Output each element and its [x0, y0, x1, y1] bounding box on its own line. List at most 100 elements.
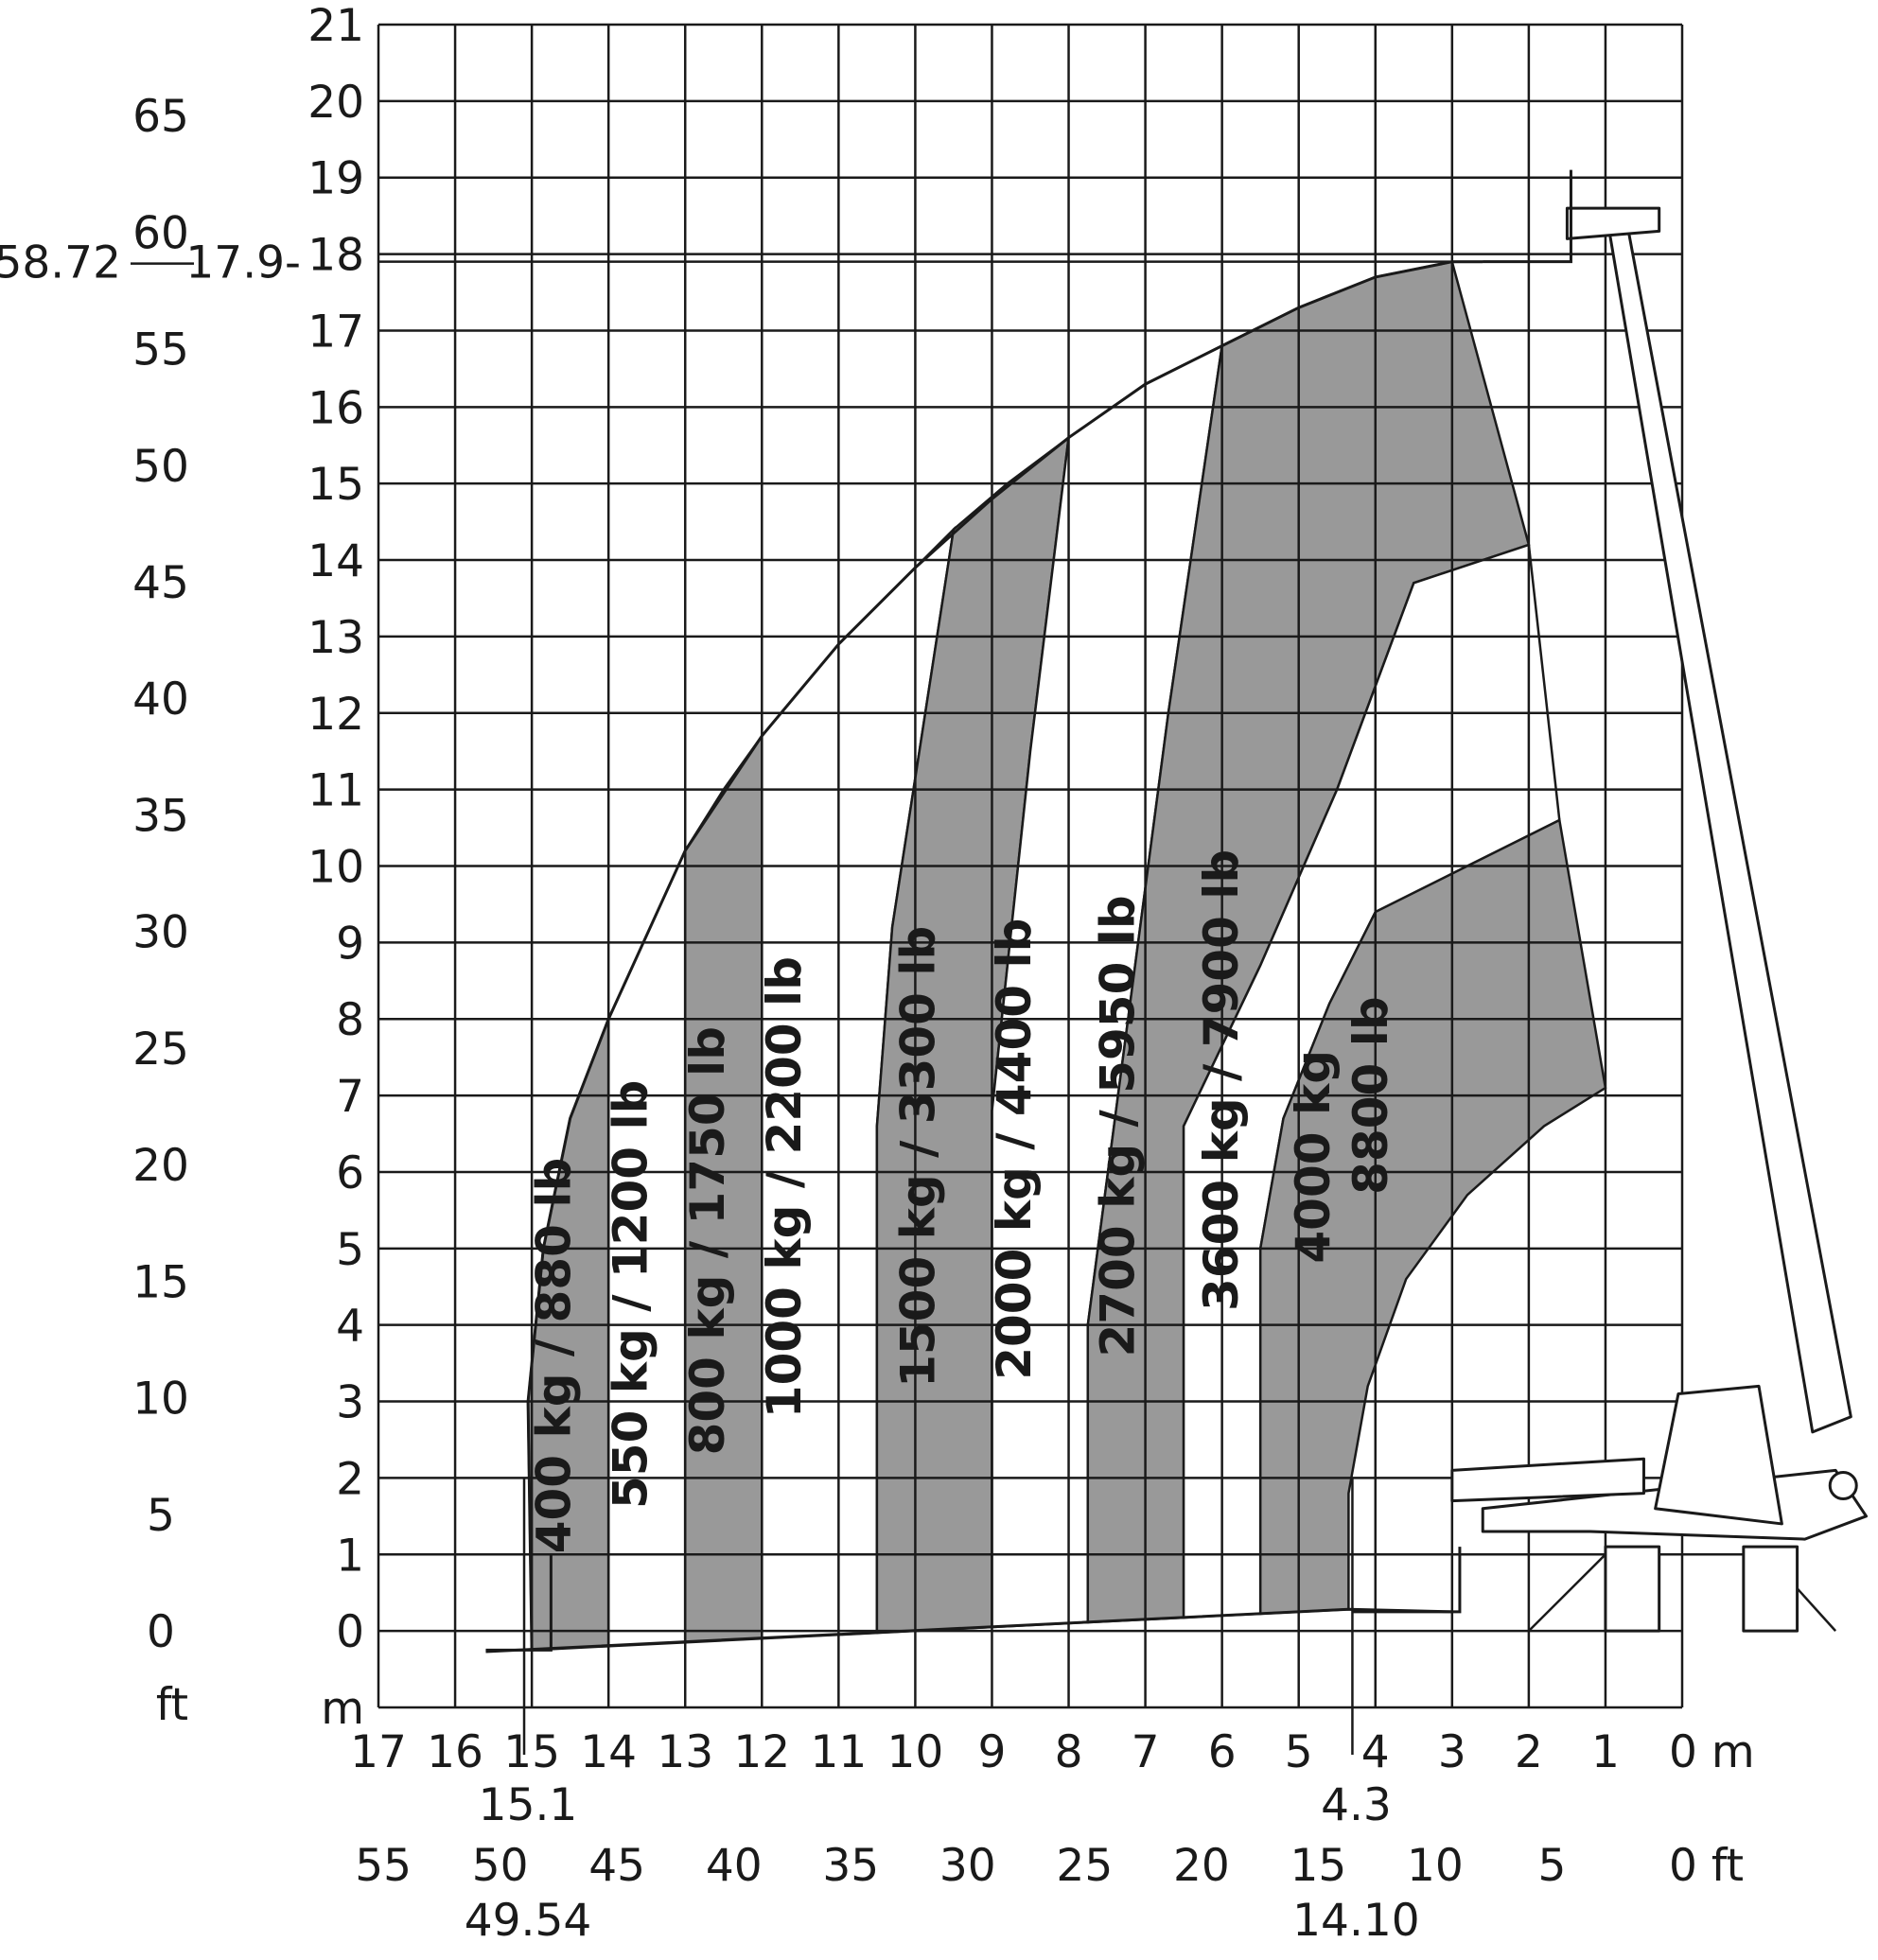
y-tick-ft: 0: [147, 1606, 175, 1658]
x-tick-ft: 45: [588, 1840, 645, 1892]
zone-label-8: 3600 kg / 7900 lb: [1194, 849, 1249, 1311]
reach-marker-ft: 14.10: [1292, 1895, 1420, 1947]
zone-labels: 400 kg / 880 lb 550 kg / 1200 lb 800 kg / …: [527, 849, 1398, 1553]
y-tick-m: 15: [307, 459, 364, 511]
x-tick-m: 7: [1132, 1726, 1160, 1778]
zone-label-6: 2000 kg / 4400 lb: [987, 919, 1042, 1380]
y-tick-m: 3: [336, 1377, 364, 1429]
y-tick-m: 13: [307, 612, 364, 664]
x-tick-m: 16: [427, 1726, 483, 1778]
x-tick-m: 13: [657, 1726, 713, 1778]
y-tick-ft: 60: [132, 207, 189, 259]
x-tick-ft: 5: [1538, 1840, 1567, 1892]
x-tick-m: 8: [1055, 1726, 1083, 1778]
y-tick-ft: 55: [132, 324, 189, 376]
x-tick-ft: 50: [472, 1840, 529, 1892]
y-unit-m: m: [321, 1683, 364, 1735]
reach-marker-m: 4.3: [1321, 1779, 1392, 1831]
y-unit-ft: ft: [156, 1679, 188, 1731]
x-tick-m: 5: [1285, 1726, 1313, 1778]
x-tick-m: 10: [887, 1726, 944, 1778]
axis-labels: 0123456789101112131415161718192021m05101…: [0, 0, 1755, 1947]
chart-grid: [377, 23, 1684, 1709]
x-tick-ft: 25: [1056, 1840, 1113, 1892]
y-tick-m: 20: [307, 77, 364, 129]
stabiliser-left: [1604, 1545, 1661, 1633]
zone-label-9-line-2: 8800 lb: [1343, 996, 1398, 1195]
y-tick-m: 5: [336, 1224, 364, 1276]
max-height-m: 17.9-: [185, 237, 301, 289]
y-tick-m: 4: [336, 1301, 364, 1353]
y-tick-m: 2: [336, 1453, 364, 1505]
y-tick-ft: 30: [132, 907, 189, 959]
x-tick-m: 6: [1208, 1726, 1237, 1778]
zone-label-7: 2700 kg / 5950 lb: [1090, 895, 1145, 1356]
y-tick-ft: 45: [132, 557, 189, 609]
forks-max-reach: [485, 1554, 553, 1652]
y-tick-m: 19: [307, 153, 364, 205]
x-tick-ft: 30: [939, 1840, 996, 1892]
y-tick-ft: 15: [132, 1256, 189, 1308]
y-tick-ft: 65: [132, 91, 189, 143]
x-tick-m: 0 m: [1669, 1726, 1755, 1778]
y-tick-m: 11: [307, 765, 364, 817]
boom-raised: [1607, 229, 1852, 1434]
x-tick-m: 2: [1515, 1726, 1543, 1778]
x-tick-m: 3: [1438, 1726, 1466, 1778]
x-tick-ft: 20: [1173, 1840, 1230, 1892]
boom-lowered: [1450, 1457, 1645, 1503]
x-tick-ft: 0 ft: [1669, 1840, 1744, 1892]
x-tick-m: 15: [503, 1726, 560, 1778]
outriggers: [1527, 1553, 1837, 1633]
zone-label-4: 1000 kg / 2200 lb: [757, 956, 812, 1418]
x-tick-ft: 40: [706, 1840, 763, 1892]
x-tick-m: 17: [350, 1726, 407, 1778]
telehandler-drawing: [485, 169, 1869, 1652]
y-tick-m: 16: [307, 382, 364, 434]
y-tick-m: 17: [307, 306, 364, 358]
y-tick-m: 14: [307, 535, 364, 587]
y-tick-ft: 50: [132, 441, 189, 493]
x-tick-m: 1: [1591, 1726, 1620, 1778]
x-tick-ft: 15: [1290, 1840, 1346, 1892]
reach-marker-m: 15.1: [479, 1779, 578, 1831]
zone-label-5: 1500 kg / 3300 lb: [891, 926, 946, 1388]
y-tick-m: 21: [307, 0, 364, 52]
x-tick-m: 9: [978, 1726, 1007, 1778]
reach-marker-ft: 49.54: [465, 1895, 592, 1947]
zone-label-3: 800 kg / 1750 lb: [680, 1026, 735, 1455]
zone-label-2: 550 kg / 1200 lb: [604, 1080, 658, 1509]
y-tick-m: 7: [336, 1071, 364, 1123]
y-tick-m: 18: [307, 230, 364, 282]
y-tick-m: 10: [307, 842, 364, 894]
y-tick-ft: 5: [147, 1490, 175, 1542]
zone-label-9-line-1: 4000 kg: [1286, 1050, 1341, 1264]
y-tick-m: 1: [336, 1530, 364, 1582]
x-tick-m: 4: [1361, 1726, 1390, 1778]
zone-label-1: 400 kg / 880 lb: [527, 1158, 582, 1554]
envelope-curve: [526, 260, 1483, 1651]
forks-lowered: [1352, 1547, 1462, 1614]
x-tick-ft: 55: [355, 1840, 412, 1892]
cab: [1654, 1384, 1783, 1526]
x-tick-m: 14: [580, 1726, 637, 1778]
x-tick-m: 12: [733, 1726, 790, 1778]
forks-top: [1483, 169, 1572, 264]
x-tick-ft: 10: [1407, 1840, 1464, 1892]
y-tick-ft: 10: [132, 1374, 189, 1426]
y-tick-ft: 25: [132, 1024, 189, 1076]
boom-head-top: [1565, 206, 1661, 240]
y-tick-ft: 35: [132, 790, 189, 842]
y-tick-m: 0: [336, 1606, 364, 1658]
y-tick-m: 9: [336, 918, 364, 970]
max-height-ft: 58.72: [0, 237, 121, 289]
y-tick-m: 8: [336, 994, 364, 1046]
y-tick-ft: 20: [132, 1140, 189, 1192]
x-tick-m: 11: [810, 1726, 867, 1778]
x-tick-ft: 35: [822, 1840, 879, 1892]
boom-pivot: [1828, 1470, 1858, 1500]
y-tick-ft: 40: [132, 674, 189, 726]
y-tick-m: 12: [307, 689, 364, 741]
stabiliser-right: [1742, 1545, 1799, 1633]
